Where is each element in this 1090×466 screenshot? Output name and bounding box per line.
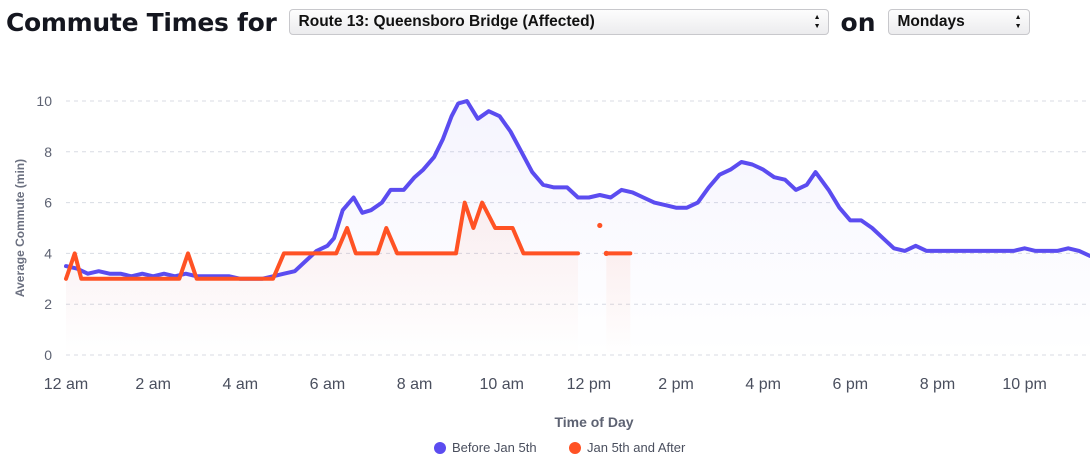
legend-swatch-after [569, 442, 581, 454]
data-point-after[interactable] [597, 222, 603, 229]
y-tick-label: 8 [44, 144, 52, 160]
legend-label-after: Jan 5th and After [587, 440, 686, 455]
x-tick-label: 10 pm [1002, 376, 1046, 393]
area-fills [66, 101, 1090, 355]
legend-item-after[interactable]: Jan 5th and After [569, 440, 686, 455]
y-tick-label: 10 [36, 93, 52, 109]
x-tick-label: 8 pm [920, 376, 956, 393]
x-tick-label: 4 am [223, 376, 259, 393]
x-tick-label: 6 pm [833, 376, 869, 393]
legend-label-before: Before Jan 5th [452, 440, 537, 455]
route-select[interactable]: Route 13: Queensboro Bridge (Affected) ▲… [288, 9, 829, 35]
x-tick-label: 6 am [310, 376, 346, 393]
legend-swatch-before [434, 442, 446, 454]
select-arrows-icon: ▲ ▼ [1014, 14, 1022, 30]
connector-text: on [840, 7, 876, 37]
x-tick-label: 10 am [480, 376, 524, 393]
x-axis-title: Time of Day [554, 414, 633, 430]
legend: Before Jan 5th Jan 5th and After [434, 440, 686, 455]
data-point-after[interactable] [603, 250, 609, 256]
x-tick-label: 12 pm [567, 376, 611, 393]
x-tick-label: 8 am [397, 376, 433, 393]
series-area-after [606, 253, 631, 355]
x-tick-label: 4 pm [745, 376, 781, 393]
series-line-after[interactable] [64, 200, 580, 281]
legend-item-before[interactable]: Before Jan 5th [434, 440, 537, 455]
y-tick-label: 6 [44, 195, 52, 211]
series-lines [64, 99, 1090, 281]
y-tick-label: 4 [44, 245, 52, 261]
x-tick-label: 2 pm [658, 376, 694, 393]
day-select-value: Mondays [897, 13, 965, 30]
page-title: Commute Times for [6, 7, 277, 37]
x-axis-ticks: 12 am 2 am 4 am 6 am 8 am 10 am 12 pm 2 pm 4 pm 6… [44, 376, 1047, 393]
y-tick-label: 2 [44, 296, 52, 312]
y-tick-label: 0 [44, 347, 52, 363]
x-tick-label: 12 am [44, 376, 88, 393]
route-select-value: Route 13: Queensboro Bridge (Affected) [298, 13, 595, 30]
series-area-after [66, 202, 578, 355]
day-select[interactable]: Mondays ▲ ▼ [887, 9, 1030, 35]
x-tick-label: 2 am [135, 376, 171, 393]
select-arrows-icon: ▲ ▼ [813, 14, 821, 30]
chart-header: Commute Times for Route 13: Queensboro B… [6, 4, 1030, 40]
y-axis-ticks: 0 2 4 6 8 10 [36, 93, 52, 363]
y-axis-title: Average Commute (min) [13, 159, 27, 297]
